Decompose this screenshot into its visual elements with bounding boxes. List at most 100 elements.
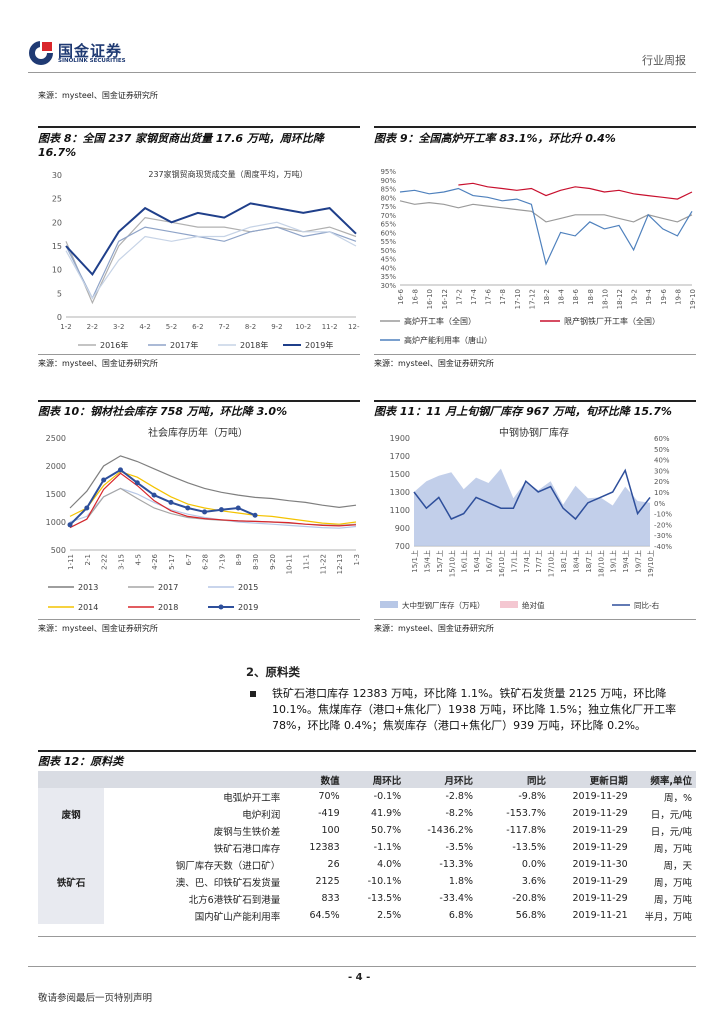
fig8-bottom-rule [38, 354, 360, 355]
cell-freq: 周，万吨 [653, 877, 692, 889]
fig12-table: 数值 周环比 月环比 同比 更新日期 频率,单位 废钢 电弧炉开工率 70% -0.1… [38, 771, 696, 924]
x-tick-label: 18-6 [572, 288, 580, 304]
x-tick-label: 18/10上 [596, 550, 605, 577]
cell-freq: 半月，万吨 [644, 911, 692, 923]
col-header: 周环比 [372, 775, 402, 787]
cell-mom: 6.8% [448, 910, 474, 921]
x-tick-label: 15/7上 [435, 550, 444, 573]
cell-mom: -3.5% [445, 842, 474, 853]
y-tick-label-right: -20% [654, 521, 672, 529]
top-source: 来源：mysteel、国金证券研究所 [38, 91, 158, 100]
x-tick-label: 15/10上 [447, 550, 456, 577]
data-point [101, 477, 107, 483]
y-tick-label: 1000 [46, 518, 66, 527]
section-paragraph: 铁矿石港口库存 12383 万吨，环比降 1.1%。铁矿石发货量 2125 万吨… [272, 687, 677, 732]
legend-label: 高炉开工率（全国） [404, 316, 476, 326]
x-tick-label: 16/10上 [497, 550, 506, 577]
legend-label: 限产钢铁厂开工率（全国） [564, 316, 660, 326]
cell-date: 2019-11-29 [572, 791, 628, 802]
legend-swatch [380, 601, 398, 608]
y-tick-label: 1500 [46, 490, 66, 499]
cell-wow: -10.1% [367, 876, 402, 887]
data-point [252, 512, 258, 518]
cell-date: 2019-11-21 [572, 910, 628, 921]
fig8-chart: 237家钢贸商现货成交量（周度平均，万吨） 0 5 10 15 20 25 30 1-2 2-2 3… [52, 169, 360, 350]
series-line-高炉产能利用率（唐山） [399, 187, 693, 266]
legend-swatch [500, 601, 518, 608]
cell-wow: -1.1% [373, 842, 402, 853]
series-line-2018 [69, 472, 357, 529]
cell-yoy: -117.8% [506, 825, 546, 836]
cell-mom: -13.3% [439, 859, 474, 870]
y-tick-label: 80% [380, 194, 396, 202]
table-row: 澳、巴、印铁矿石发货量 2125 -10.1% 1.8% 3.6% 2019-11-29 周… [38, 873, 696, 890]
y-tick-label: 55% [380, 238, 396, 246]
data-point [202, 509, 208, 515]
x-tick-label: 4-26 [151, 553, 159, 569]
series-line-yoy [413, 468, 651, 521]
cell-mom: -1436.2% [427, 825, 474, 836]
x-tick-label: 5-2 [166, 323, 177, 331]
x-tick-label: 17/4上 [522, 550, 531, 573]
row-label: 国内矿山产能利用率 [194, 911, 281, 923]
row-label: 北方6港铁矿石到港量 [188, 894, 281, 906]
x-tick-label: 11-2 [322, 323, 338, 331]
y-tick-label: 70% [380, 212, 396, 220]
y-tick-label: 2000 [46, 462, 66, 471]
legend-label: 2018年 [240, 340, 268, 350]
x-tick-label: 7-2 [218, 323, 229, 331]
legend-label: 2017 [158, 583, 178, 592]
x-tick-label: 2-22 [101, 554, 109, 570]
cell-value: 26 [327, 859, 340, 870]
section-title: 2、原料类 [246, 665, 301, 679]
fig9-source: 来源：mysteel、国金证券研究所 [374, 359, 494, 368]
x-tick-label: 19-10 [689, 289, 696, 309]
chart-title: 237家钢贸商现货成交量（周度平均，万吨） [148, 169, 307, 179]
x-tick-label: 3-15 [117, 554, 125, 570]
data-point [134, 480, 140, 486]
x-tick-label: 9-2 [271, 323, 282, 331]
fig9-top-rule [374, 126, 696, 128]
cell-wow: -13.5% [367, 893, 402, 904]
y-tick-label: 0 [57, 313, 62, 322]
cell-freq: 周，万吨 [653, 843, 692, 855]
y-tick-label: 90% [380, 177, 396, 185]
x-tick-label: 3-2 [113, 323, 124, 331]
x-tick-label: 4-2 [139, 323, 150, 331]
x-tick-label: 16-12 [441, 289, 449, 309]
x-tick-label: 19-4 [645, 288, 653, 304]
table-category: 铁矿石 [38, 839, 105, 924]
cell-freq: 周，万吨 [653, 894, 692, 906]
cell-yoy: 3.6% [521, 876, 546, 887]
y-tick-label: 2500 [46, 434, 66, 443]
data-point [84, 505, 90, 511]
x-tick-label: 6-2 [192, 323, 203, 331]
cell-yoy: -13.5% [512, 842, 546, 853]
x-tick-label: 8-9 [235, 554, 243, 565]
fig9-title: 图表 9：全国高炉开工率 83.1%，环比升 0.4% [374, 132, 616, 145]
col-header: 同比 [526, 775, 546, 787]
x-tick-label: 19/4上 [621, 550, 630, 573]
legend-label: 2013 [78, 583, 98, 592]
x-tick-label: 18-8 [587, 289, 595, 305]
y-tick-label: 30% [380, 282, 396, 290]
x-tick-label: 19/7上 [634, 550, 643, 573]
cell-value: 12383 [309, 842, 340, 853]
y-tick-label-right: 20% [654, 478, 670, 486]
fig11-chart: 中钢协钢厂库存 700 900 1100 1300 1500 1700 1900 -40% -30… [380, 426, 672, 610]
x-tick-label: 2-2 [87, 323, 98, 331]
fig9-chart: 30%35%40%45%50%55%60%65%70%75%80%85%90%9… [380, 168, 696, 345]
series-line-2019 [69, 468, 256, 526]
y-tick-label: 20 [52, 218, 62, 227]
fig10-title: 图表 10：钢材社会库存 758 万吨，环比降 3.0% [38, 405, 288, 418]
report-type: 行业周报 [642, 54, 686, 67]
x-tick-label: 16-10 [426, 289, 434, 309]
table-row: 废钢与生铁价差 100 50.7% -1436.2% -117.8% 2019-11-29… [38, 822, 696, 839]
x-tick-label: 16-8 [412, 289, 420, 305]
x-tick-label: 6-7 [185, 554, 193, 565]
x-tick-label: 16-6 [397, 288, 405, 304]
x-tick-label: 10-11 [286, 554, 294, 574]
cell-value: -419 [318, 808, 340, 819]
data-point [235, 505, 241, 511]
cell-date: 2019-11-29 [572, 876, 628, 887]
